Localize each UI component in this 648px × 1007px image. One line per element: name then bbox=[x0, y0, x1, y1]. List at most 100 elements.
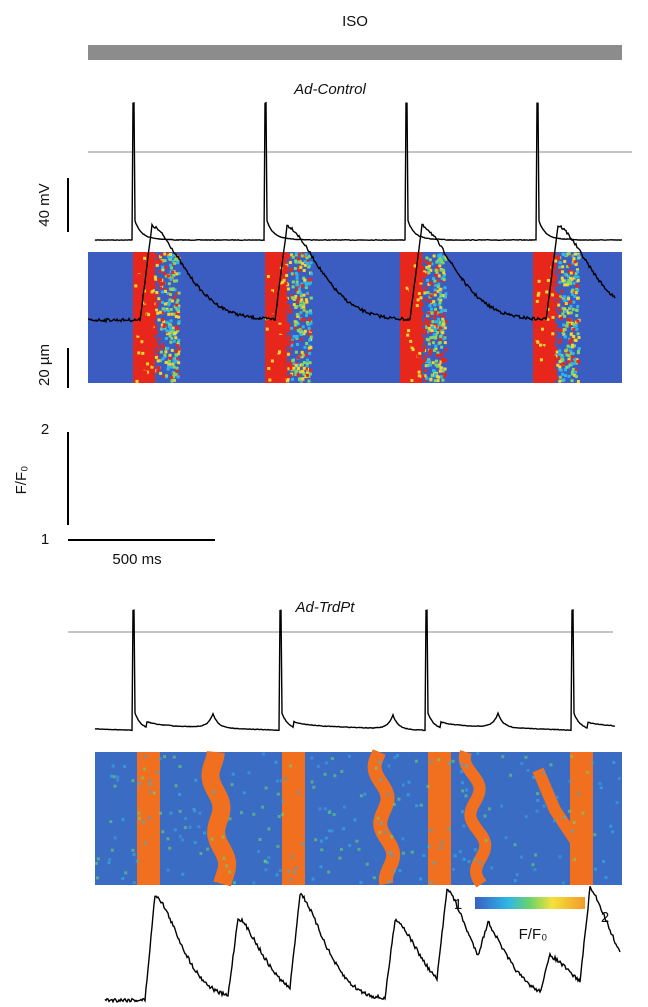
speckle bbox=[277, 793, 280, 796]
speckle bbox=[427, 268, 430, 271]
speckle bbox=[176, 344, 179, 347]
speckle bbox=[544, 339, 547, 342]
speckle bbox=[161, 357, 164, 360]
speckle bbox=[285, 270, 288, 273]
speckle bbox=[561, 279, 564, 282]
speckle bbox=[418, 312, 421, 315]
speckle bbox=[310, 335, 313, 338]
speckle bbox=[121, 877, 124, 880]
speckle bbox=[308, 317, 311, 320]
speckle bbox=[143, 366, 146, 369]
speckle bbox=[272, 380, 275, 383]
speckle bbox=[407, 273, 410, 276]
speckle bbox=[571, 830, 574, 833]
colorbar-label: F/F₀ bbox=[519, 926, 548, 943]
speckle bbox=[424, 321, 427, 324]
speckle bbox=[378, 831, 381, 834]
speckle bbox=[433, 333, 436, 336]
speckle bbox=[285, 265, 288, 268]
speckle bbox=[306, 311, 309, 314]
speckle bbox=[289, 311, 292, 314]
speckle bbox=[297, 367, 300, 370]
speckle bbox=[171, 349, 174, 352]
speckle bbox=[429, 300, 432, 303]
speckle bbox=[167, 330, 170, 333]
speckle bbox=[282, 333, 285, 336]
speckle bbox=[573, 821, 576, 824]
speckle bbox=[222, 835, 225, 838]
speckle bbox=[199, 852, 202, 855]
speckle bbox=[461, 789, 464, 792]
speckle bbox=[138, 274, 141, 277]
speckle bbox=[296, 300, 299, 303]
speckle bbox=[289, 261, 292, 264]
speckle bbox=[116, 776, 119, 779]
trace bbox=[95, 610, 615, 730]
speckle bbox=[333, 813, 336, 816]
speckle bbox=[412, 348, 415, 351]
speckle bbox=[571, 289, 574, 292]
speckle bbox=[198, 812, 201, 815]
speckle bbox=[159, 757, 162, 760]
speckle bbox=[561, 373, 564, 376]
speckle bbox=[171, 271, 174, 274]
speckle bbox=[572, 328, 575, 331]
speckle bbox=[544, 349, 547, 352]
speckle bbox=[417, 362, 420, 365]
speckle bbox=[307, 266, 310, 269]
speckle bbox=[574, 275, 577, 278]
speckle bbox=[554, 278, 557, 281]
speckle bbox=[146, 362, 149, 365]
speckle bbox=[144, 841, 147, 844]
speckle bbox=[304, 279, 307, 282]
speckle bbox=[277, 262, 280, 265]
speckle bbox=[164, 354, 167, 357]
speckle bbox=[177, 316, 180, 319]
speckle bbox=[417, 365, 420, 368]
speckle bbox=[520, 856, 523, 859]
speckle bbox=[577, 297, 580, 300]
speckle bbox=[434, 313, 437, 316]
iso-bar bbox=[88, 45, 622, 60]
speckle bbox=[114, 836, 117, 839]
speckle bbox=[167, 274, 170, 277]
figure: ISO Ad-Control 40 mV 20 µm 2 1 F/F₀ 500 … bbox=[0, 0, 648, 1007]
speckle bbox=[284, 282, 287, 285]
speckle bbox=[563, 299, 566, 302]
speckle bbox=[158, 347, 161, 350]
speckle bbox=[169, 253, 172, 256]
speckle bbox=[591, 761, 594, 764]
speckle bbox=[172, 287, 175, 290]
speckle bbox=[135, 356, 138, 359]
speckle bbox=[572, 323, 575, 326]
speckle bbox=[563, 295, 566, 298]
speckle bbox=[301, 331, 304, 334]
speckle bbox=[435, 274, 438, 277]
speckle bbox=[556, 283, 559, 286]
speckle bbox=[560, 329, 563, 332]
speckle bbox=[308, 380, 311, 383]
speckle bbox=[305, 353, 308, 356]
speckle bbox=[423, 345, 426, 348]
speckle bbox=[445, 348, 448, 351]
speckle bbox=[299, 266, 302, 269]
speckle bbox=[444, 373, 447, 376]
speckle bbox=[558, 308, 561, 311]
speckle bbox=[154, 323, 157, 326]
speckle bbox=[327, 871, 330, 874]
speckle bbox=[177, 307, 180, 310]
speckle bbox=[363, 793, 366, 796]
speckle bbox=[179, 765, 182, 768]
speckle bbox=[147, 278, 150, 281]
speckle bbox=[541, 292, 544, 295]
speckle bbox=[435, 364, 438, 367]
speckle bbox=[424, 331, 427, 334]
speckle bbox=[270, 291, 273, 294]
speckle bbox=[618, 777, 621, 780]
speckle bbox=[303, 318, 306, 321]
speckle bbox=[272, 299, 275, 302]
speckle bbox=[169, 293, 172, 296]
speckle bbox=[562, 324, 565, 327]
speckle bbox=[439, 335, 442, 338]
speckle bbox=[298, 253, 301, 256]
